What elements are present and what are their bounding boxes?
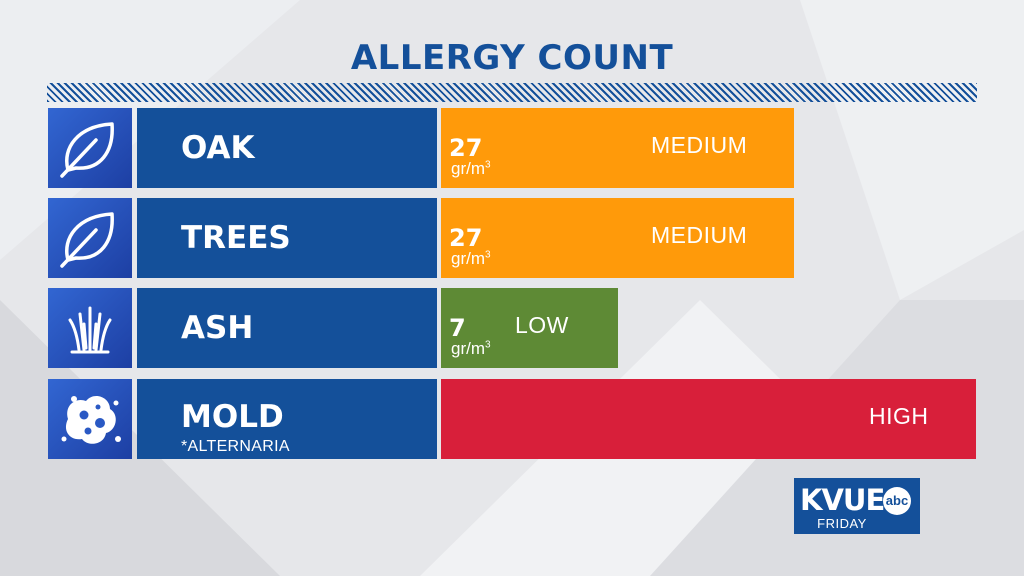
- allergen-level-bar: 7 gr/m3 LOW: [441, 288, 618, 368]
- allergen-level-bar: 27 gr/m3 MEDIUM: [441, 108, 794, 188]
- allergen-icon-box: [48, 379, 132, 459]
- allergen-name-box: ASH: [137, 288, 437, 368]
- leaf-icon: [60, 212, 114, 268]
- pollen-count: 7: [449, 314, 466, 342]
- allergen-icon-box: [48, 288, 132, 368]
- pollen-count: 27: [449, 134, 483, 162]
- allergen-name-box: TREES: [137, 198, 437, 278]
- pollen-unit: gr/m3: [451, 249, 491, 268]
- grass-icon: [68, 306, 112, 354]
- pollen-count: 27: [449, 224, 483, 252]
- allergen-name-box: MOLD *ALTERNARIA: [137, 379, 437, 459]
- allergen-level-bar: HIGH: [441, 379, 976, 459]
- allergen-name: MOLD: [181, 399, 284, 435]
- allergen-icon-box: [48, 198, 132, 278]
- leaf-icon: [60, 122, 114, 178]
- allergen-icon-box: [48, 108, 132, 188]
- level-label: MEDIUM: [651, 222, 748, 248]
- pollen-unit: gr/m3: [451, 159, 491, 178]
- logo-brand: KVUE: [800, 483, 885, 517]
- allergen-level-bar: 27 gr/m3 MEDIUM: [441, 198, 794, 278]
- pollen-unit: gr/m3: [451, 339, 491, 358]
- allergen-name: ASH: [181, 310, 254, 346]
- allergen-row-oak: OAK 27 gr/m3 MEDIUM: [0, 108, 1024, 188]
- mold-icon: [61, 395, 121, 444]
- allergen-subname: *ALTERNARIA: [181, 438, 290, 455]
- allergen-row-trees: TREES 27 gr/m3 MEDIUM: [0, 198, 1024, 278]
- hatch-divider: [47, 83, 977, 102]
- page-title: ALLERGY COUNT: [350, 38, 674, 78]
- level-label: LOW: [515, 312, 569, 338]
- abc-logo-icon: abc: [883, 487, 911, 515]
- allergen-row-mold: MOLD *ALTERNARIA HIGH: [0, 379, 1024, 459]
- logo-day: FRIDAY: [817, 516, 867, 531]
- level-label: MEDIUM: [651, 132, 748, 158]
- allergen-row-ash: ASH 7 gr/m3 LOW: [0, 288, 1024, 368]
- level-label: HIGH: [869, 403, 929, 429]
- allergen-name-box: OAK: [137, 108, 437, 188]
- station-logo: KVUE abc FRIDAY: [794, 478, 920, 534]
- allergen-name: OAK: [181, 130, 255, 166]
- allergen-name: TREES: [181, 220, 291, 256]
